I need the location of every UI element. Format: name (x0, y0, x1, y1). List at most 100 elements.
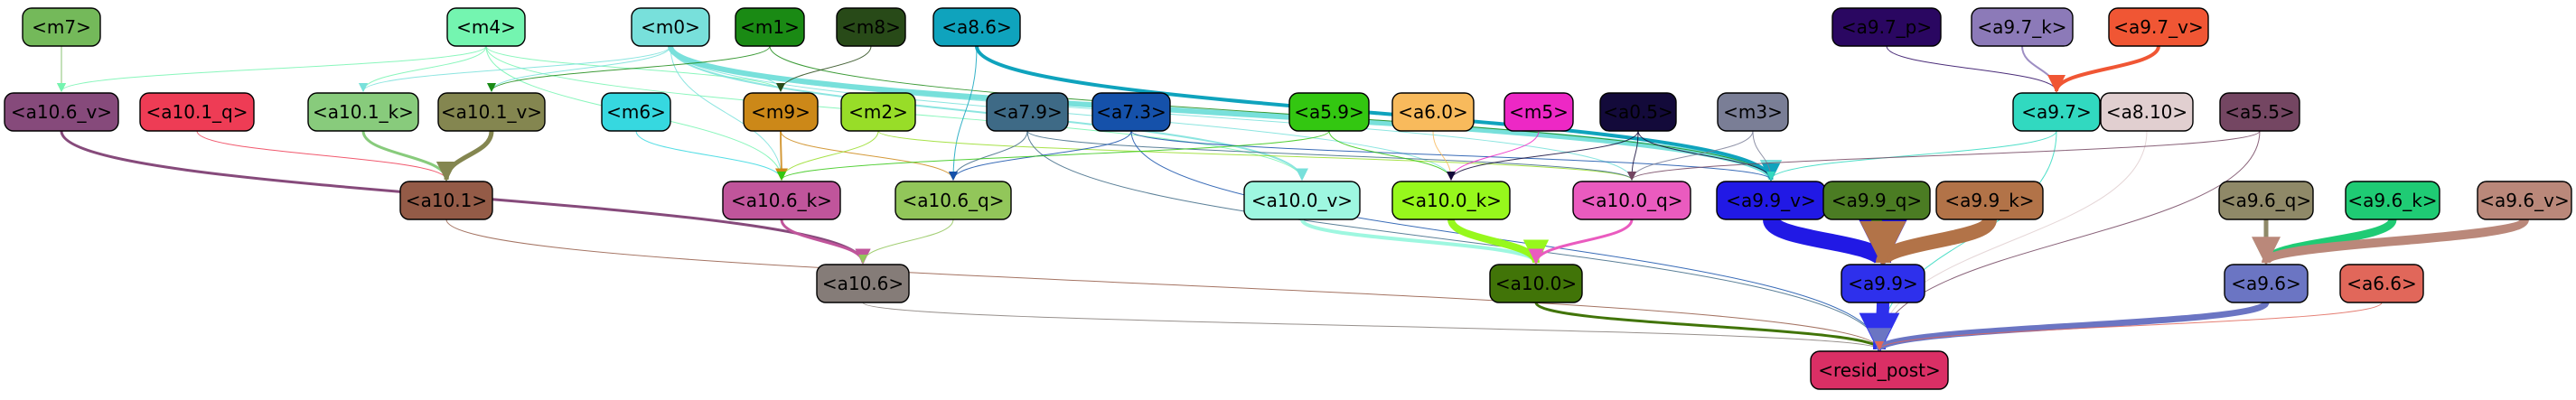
edge-m0-to-a10_6_k (670, 45, 786, 181)
node-a8-6[interactable]: <a8.6> (932, 7, 1021, 47)
edge-a10_0_q-to-a10_0 (1528, 219, 1634, 265)
node-a10-1-k[interactable]: <a10.1_k> (307, 92, 419, 132)
node-label: <a10.6> (822, 273, 904, 294)
edge-m9-to-a10_6_k (774, 130, 789, 181)
node-label: <a9.9> (1848, 273, 1918, 294)
node-m4[interactable]: <m4> (446, 7, 526, 47)
node-m5[interactable]: <m5> (1503, 92, 1574, 132)
node-a10-1-q[interactable]: <a10.1_q> (139, 92, 255, 132)
node-a10-1[interactable]: <a10.1> (399, 181, 493, 220)
node-a9-7-p[interactable]: <a9.7_p> (1831, 7, 1942, 47)
node-a9-7[interactable]: <a9.7> (2012, 92, 2101, 132)
node-box (1489, 264, 1583, 303)
edge-a9_7_p-to-a9_7 (1886, 45, 2061, 92)
node-box (1503, 92, 1574, 132)
node-box (895, 181, 1012, 220)
node-label: <a10.1_k> (313, 101, 414, 123)
edge-a6_6-to-resid_post (1875, 302, 2383, 350)
node-a9-9-q[interactable]: <a9.9_q> (1822, 181, 1931, 220)
node-box (307, 92, 419, 132)
edge-a9_9_v-to-a9_9 (1763, 216, 1909, 268)
node-label: <a10.6_v> (11, 101, 112, 123)
node-a7-9[interactable]: <a7.9> (986, 92, 1069, 132)
node-m9[interactable]: <m9> (743, 92, 819, 132)
edge-a9_9-to-resid_post (1859, 302, 1900, 354)
node-box (1572, 181, 1691, 220)
node-box (816, 264, 910, 303)
edge-m9-to-a10_6_q (780, 130, 958, 181)
node-label: <a10.1_q> (146, 101, 248, 123)
node-a9-9-v[interactable]: <a9.9_v> (1716, 181, 1826, 220)
node-box (601, 92, 671, 132)
edge-a9_9_k-to-a9_9 (1859, 217, 1997, 268)
node-box (2100, 92, 2194, 132)
node-label: <m1> (740, 16, 800, 38)
node-label: <a10.0_k> (1400, 190, 1502, 211)
node-a10-6-q[interactable]: <a10.6_q> (895, 181, 1012, 220)
node-a10-6-k[interactable]: <a10.6_k> (722, 181, 841, 220)
node-box (836, 7, 906, 47)
node-label: <a9.7> (2021, 101, 2092, 123)
edge-m1-to-a9_9_v (769, 45, 1775, 181)
edge-a10_1-to-resid_post (445, 219, 1884, 350)
node-box (1822, 181, 1931, 220)
node-a10-1-v[interactable]: <a10.1_v> (437, 92, 546, 132)
node-m0[interactable]: <m0> (631, 7, 710, 47)
node-a9-7-k[interactable]: <a9.7_k> (1971, 7, 2074, 47)
node-box (1935, 181, 2044, 220)
node-a9-6-k[interactable]: <a9.6_k> (2345, 181, 2440, 220)
node-box (1391, 181, 1511, 220)
node-a9-6-v[interactable]: <a9.6_v> (2477, 181, 2572, 220)
edge-a10_1_k-to-a10_1 (361, 130, 454, 181)
node-label: <a6.6> (2347, 273, 2417, 294)
node-a9-9[interactable]: <a9.9> (1841, 264, 1925, 303)
node-a10-0-k[interactable]: <a10.0_k> (1391, 181, 1511, 220)
node-label: <a10.6_q> (903, 190, 1005, 211)
node-a6-6[interactable]: <a6.6> (2339, 264, 2424, 303)
edge-a7_3-to-a9_9_v (1130, 130, 1775, 181)
node-a10-6-v[interactable]: <a10.6_v> (4, 92, 119, 132)
node-a10-0-q[interactable]: <a10.0_q> (1572, 181, 1691, 220)
node-a9-7-v[interactable]: <a9.7_v> (2108, 7, 2209, 47)
edge-a10_1_v-to-a10_1 (436, 130, 494, 182)
edge-a7_9-to-a10_6_q (949, 130, 1028, 181)
node-a9-9-k[interactable]: <a9.9_k> (1935, 181, 2044, 220)
node-a10-0-v[interactable]: <a10.0_v> (1243, 181, 1361, 220)
node-m1[interactable]: <m1> (735, 7, 805, 47)
edge-m1-to-a10_1_v (487, 45, 771, 92)
node-a9-6-q[interactable]: <a9.6_q> (2218, 181, 2314, 220)
node-m3[interactable]: <m3> (1717, 92, 1789, 132)
node-a5-9[interactable]: <a5.9> (1288, 92, 1370, 132)
node-label: <m8> (841, 16, 901, 38)
node-a9-6[interactable]: <a9.6> (2224, 264, 2309, 303)
node-label: <a9.7_p> (1841, 16, 1932, 38)
node-box (2012, 92, 2101, 132)
node-label: <a7.9> (992, 101, 1063, 123)
node-resid-post[interactable]: <resid_post> (1810, 350, 1949, 390)
node-box (735, 7, 805, 47)
node-a5-5[interactable]: <a5.5> (2219, 92, 2300, 132)
node-box (986, 92, 1069, 132)
node-a10-0[interactable]: <a10.0> (1489, 264, 1583, 303)
node-m2[interactable]: <m2> (840, 92, 916, 132)
edge-a0_5-to-a10_0_k (1447, 130, 1639, 181)
node-label: <m7> (32, 16, 91, 38)
edge-a5_9-to-a10_0_k (1328, 130, 1456, 181)
edge-m3-to-a10_0_q (1627, 130, 1754, 181)
edge-a10_0-to-resid_post (1534, 302, 1888, 351)
node-m8[interactable]: <m8> (836, 7, 906, 47)
edge-m0-to-a10_1_k (359, 45, 671, 92)
node-a7-3[interactable]: <a7.3> (1091, 92, 1171, 132)
node-a10-6[interactable]: <a10.6> (816, 264, 910, 303)
edge-a8_6-to-a10_6_q (949, 45, 978, 181)
node-label: <m4> (456, 16, 516, 38)
node-a6-0[interactable]: <a6.0> (1391, 92, 1475, 132)
node-label: <m9> (751, 101, 810, 123)
edge-a7_3-to-resid_post (1130, 130, 1884, 350)
node-a0-5[interactable]: <a0.5> (1599, 92, 1677, 132)
node-m7[interactable]: <m7> (22, 7, 101, 47)
node-a8-10[interactable]: <a8.10> (2100, 92, 2194, 132)
node-m6[interactable]: <m6> (601, 92, 671, 132)
node-box (399, 181, 493, 220)
edge-m0-to-a10_1_v (487, 45, 671, 92)
